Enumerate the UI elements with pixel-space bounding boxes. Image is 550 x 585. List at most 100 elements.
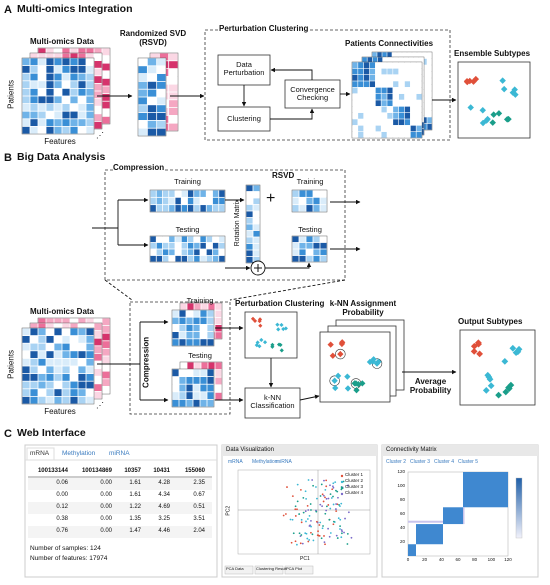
matrix-cell: [169, 100, 178, 108]
label: Perturbation Clustering: [219, 24, 309, 34]
diamond: [479, 119, 487, 127]
label: PC1: [300, 556, 310, 562]
matrix-cell: [187, 303, 194, 310]
matrix-cell: [369, 100, 376, 107]
matrix-cell: [70, 96, 78, 104]
matrix-cell: [38, 48, 46, 56]
matrix-cell: [157, 89, 166, 97]
diamond: [366, 358, 374, 366]
matrix-cell: [157, 74, 166, 81]
matrix-cell: [181, 255, 188, 262]
matrix-cell: [410, 81, 416, 88]
matrix-cell: [172, 399, 179, 407]
matrix-cell: [427, 117, 432, 124]
matrix-cell: [86, 328, 94, 336]
arrow: [265, 262, 312, 269]
matrix-cell: [200, 339, 207, 346]
matrix-cell: [187, 249, 194, 256]
matrix-cell: [186, 332, 193, 339]
matrix-cell: [187, 205, 194, 212]
pca-point: [335, 510, 338, 513]
diamond: [499, 77, 506, 84]
matrix-cell: [157, 120, 166, 128]
matrix-cell: [86, 119, 94, 126]
matrix-cell: [94, 99, 102, 106]
matrix-cell: [207, 392, 214, 399]
matrix-cell: [38, 328, 46, 336]
pca-point: [286, 486, 288, 488]
ellipsis: ⋰: [96, 401, 104, 410]
matrix-cell: [78, 81, 86, 88]
matrix-cell: [208, 362, 215, 370]
matrix-cell: [179, 384, 186, 392]
label: 10431: [153, 468, 170, 474]
matrix-cell: [375, 100, 381, 107]
matrix-cell: [362, 57, 367, 64]
matrix-cell: [38, 374, 46, 381]
matrix-cell: [138, 74, 147, 81]
matrix-cell: [181, 197, 188, 205]
matrix-cell: [78, 351, 86, 358]
matrix-cell: [313, 255, 320, 262]
matrix-cell: [408, 57, 414, 64]
diamond: [353, 387, 360, 394]
label: PCA Data: [226, 566, 244, 571]
pca-point: [325, 479, 328, 482]
matrix-cell: [410, 62, 416, 69]
matrix-cell: [358, 68, 364, 75]
matrix-cell: [207, 384, 214, 392]
matrix-cell: [54, 343, 62, 351]
matrix-cell: [38, 81, 46, 88]
matrix-cell: [94, 323, 102, 331]
label: PCA Plot: [286, 566, 303, 571]
pca-point: [305, 520, 307, 523]
label: 3.25: [158, 516, 170, 522]
matrix-cell: [102, 86, 110, 94]
matrix-cell: [207, 324, 214, 332]
matrix-cell: [62, 58, 70, 66]
matrix-cell: [186, 324, 193, 332]
matrix-cell: [207, 377, 214, 384]
matrix-cell: [313, 197, 320, 205]
matrix-cell: [369, 119, 376, 126]
pca-point: [329, 532, 332, 534]
pca-point: [307, 509, 310, 511]
label: 155060: [184, 468, 205, 474]
matrix-cell: [358, 87, 364, 94]
matrix-cell: [299, 249, 306, 256]
row-bg: [28, 478, 212, 490]
label: Multi-omics Data: [30, 307, 95, 316]
label: Patients: [6, 349, 16, 379]
matrix-cell: [206, 249, 213, 256]
matrix-cell: [320, 242, 327, 249]
label: C: [4, 428, 12, 440]
matrix-cell: [358, 112, 364, 119]
matrix-cell: [162, 242, 169, 249]
matrix-cell: [30, 104, 38, 111]
matrix-cell: [86, 58, 94, 66]
matrix-cell: [416, 62, 422, 69]
matrix-cell: [363, 74, 370, 81]
matrix-cell: [62, 126, 70, 134]
legend-dot: [340, 492, 344, 496]
label: Web Interface: [17, 427, 86, 439]
matrix-cell: [94, 353, 102, 361]
arrow: [270, 108, 315, 120]
matrix-cell: [94, 318, 102, 326]
matrix-cell: [194, 303, 201, 310]
matrix-cell: [200, 392, 207, 399]
matrix-cell: [138, 89, 147, 97]
matrix-cell: [175, 205, 181, 212]
matrix-cell: [70, 336, 78, 343]
pca-point: [316, 497, 318, 500]
matrix-cell: [179, 399, 186, 407]
matrix-cell: [169, 84, 178, 92]
matrix-cell: [30, 96, 38, 104]
label: Data Visualization: [226, 447, 274, 453]
pca-point: [350, 536, 353, 539]
matrix-cell: [387, 87, 393, 94]
diamond: [344, 385, 352, 392]
matrix-cell: [404, 62, 411, 69]
matrix-cell: [193, 399, 200, 407]
pca-point: [322, 500, 325, 503]
